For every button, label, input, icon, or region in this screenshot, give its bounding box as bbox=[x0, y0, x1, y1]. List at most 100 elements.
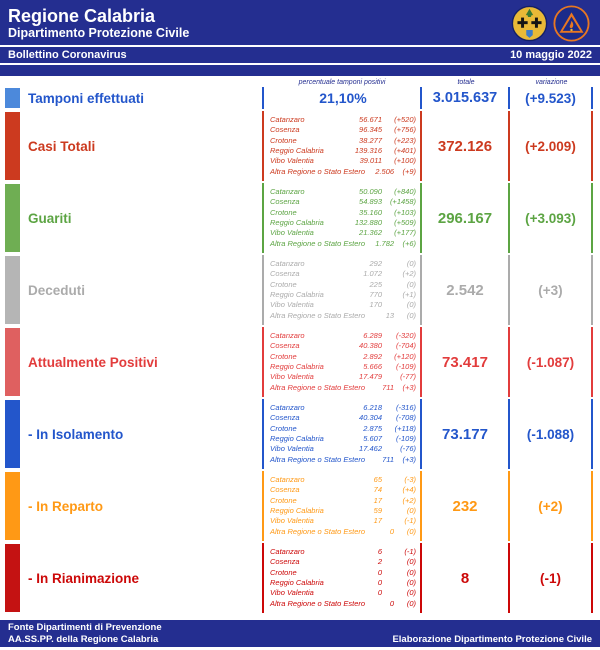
province-value: 1.782 bbox=[375, 238, 395, 248]
province-delta: (0) bbox=[406, 258, 416, 268]
province-name: Crotone bbox=[270, 423, 297, 433]
province-name: Catanzaro bbox=[270, 258, 305, 268]
data-section: Deceduti Catanzaro 292 (0) Cosenza 1.072… bbox=[0, 255, 600, 325]
data-section: Guariti Catanzaro 50.090 (+840) Cosenza … bbox=[0, 183, 600, 253]
province-value: 1.072 bbox=[363, 269, 382, 279]
province-delta: (+3) bbox=[402, 454, 416, 464]
province-value: 13 bbox=[385, 310, 395, 320]
footer-source: Fonte Dipartimenti di Prevenzione AA.SS.… bbox=[8, 622, 162, 645]
section-variation-value: (+3.093) bbox=[525, 210, 576, 226]
province-delta: (0) bbox=[406, 578, 416, 587]
province-name: Catanzaro bbox=[270, 186, 305, 196]
province-row: Cosenza 96.345 (+756) bbox=[270, 125, 416, 135]
province-row: Cosenza 1.072 (+2) bbox=[270, 269, 416, 279]
province-name: Crotone bbox=[270, 495, 297, 505]
province-name: Reggio Calabria bbox=[270, 506, 324, 515]
province-delta: (-708) bbox=[395, 413, 416, 423]
province-value: 39.011 bbox=[359, 156, 382, 166]
province-value: 6.218 bbox=[363, 402, 382, 412]
province-delta: (0) bbox=[406, 506, 416, 515]
section-variation-cell: (-1.087) bbox=[510, 327, 593, 397]
province-row: Catanzaro 292 (0) bbox=[270, 259, 416, 269]
section-label-cell: - In Rianimazione bbox=[0, 543, 262, 613]
tamponi-variation-value: (+9.523) bbox=[525, 90, 576, 106]
province-delta: (-76) bbox=[400, 444, 416, 454]
province-row: Cosenza 2 (0) bbox=[270, 557, 416, 567]
section-label: Casi Totali bbox=[28, 138, 96, 154]
section-variation-value: (-1) bbox=[540, 570, 561, 586]
column-header-total: totale bbox=[457, 78, 475, 86]
province-delta: (+120) bbox=[394, 351, 416, 361]
section-province-breakdown: Catanzaro 6.218 (-316) Cosenza 40.304 (-… bbox=[262, 399, 422, 469]
province-delta: (-316) bbox=[395, 402, 416, 412]
province-delta: (+4) bbox=[402, 485, 416, 495]
tamponi-variation-cell: (+9.523) bbox=[510, 87, 593, 109]
province-row: Reggio Calabria 59 (0) bbox=[270, 506, 416, 516]
section-label-cell: Attualmente Positivi bbox=[0, 327, 262, 397]
province-row: Vibo Valentia 0 (0) bbox=[270, 588, 416, 598]
province-name: Vibo Valentia bbox=[270, 588, 314, 598]
divider bbox=[0, 63, 600, 65]
province-value: 2 bbox=[377, 557, 382, 567]
province-delta: (-109) bbox=[395, 434, 416, 443]
section-variation-cell: (+2.009) bbox=[510, 111, 593, 181]
section-total-value: 8 bbox=[460, 569, 470, 587]
province-row: Crotone 2.892 (+120) bbox=[270, 352, 416, 362]
province-row: Reggio Calabria 5.607 (-109) bbox=[270, 434, 416, 444]
section-color-bar bbox=[5, 400, 20, 468]
tamponi-total-cell: 3.015.637 bbox=[422, 87, 510, 109]
province-delta: (+223) bbox=[394, 135, 416, 145]
province-delta: (0) bbox=[406, 279, 416, 289]
section-total-value: 372.126 bbox=[437, 137, 493, 155]
bulletin-bar: Bollettino Coronavirus 10 maggio 2022 bbox=[0, 47, 600, 63]
province-value: 65 bbox=[373, 474, 382, 484]
tamponi-total-value: 3.015.637 bbox=[432, 90, 498, 106]
section-label-cell: - In Isolamento bbox=[0, 399, 262, 469]
section-color-bar bbox=[5, 472, 20, 540]
province-row: Reggio Calabria 139.316 (+401) bbox=[270, 146, 416, 156]
province-name: Cosenza bbox=[270, 557, 300, 567]
province-delta: (0) bbox=[406, 557, 416, 567]
province-value: 711 bbox=[382, 382, 395, 392]
province-name: Cosenza bbox=[270, 341, 300, 351]
section-variation-value: (-1.087) bbox=[526, 354, 575, 370]
province-name: Reggio Calabria bbox=[270, 146, 324, 155]
tamponi-color-bar bbox=[5, 88, 20, 108]
province-value: 6 bbox=[377, 546, 382, 556]
province-value: 17.479 bbox=[359, 372, 382, 382]
header-logos bbox=[511, 5, 592, 42]
province-value: 17 bbox=[373, 516, 382, 526]
province-value: 0 bbox=[377, 578, 382, 587]
province-value: 132.880 bbox=[354, 218, 382, 227]
province-value: 40.304 bbox=[359, 413, 382, 423]
tamponi-percent-cell: 21,10% bbox=[262, 87, 422, 109]
province-row: Altra Regione o Stato Estero 13 (0) bbox=[270, 311, 416, 321]
tamponi-label: Tamponi effettuati bbox=[28, 90, 144, 106]
section-total-cell: 8 bbox=[422, 543, 510, 613]
province-value: 5.607 bbox=[363, 434, 382, 443]
sections: Casi Totali Catanzaro 56.671 (+520) Cose… bbox=[0, 111, 600, 613]
data-section: Casi Totali Catanzaro 56.671 (+520) Cose… bbox=[0, 111, 600, 181]
province-name: Altra Regione o Stato Estero bbox=[270, 238, 366, 248]
province-row: Vibo Valentia 17 (-1) bbox=[270, 516, 416, 526]
province-delta: (+520) bbox=[394, 114, 416, 124]
province-delta: (-77) bbox=[400, 372, 416, 382]
header-titles: Regione Calabria Dipartimento Protezione… bbox=[8, 6, 189, 41]
province-delta: (-1) bbox=[404, 546, 416, 556]
province-name: Altra Regione o Stato Estero bbox=[270, 310, 366, 320]
section-province-breakdown: Catanzaro 50.090 (+840) Cosenza 54.893 (… bbox=[262, 183, 422, 253]
province-value: 56.671 bbox=[359, 114, 382, 124]
page-title: Regione Calabria bbox=[8, 6, 156, 26]
province-row: Crotone 225 (0) bbox=[270, 280, 416, 290]
section-variation-value: (+3) bbox=[538, 282, 563, 298]
section-label: Attualmente Positivi bbox=[28, 354, 158, 370]
province-delta: (+6) bbox=[402, 238, 416, 248]
column-header-percent: percentuale tamponi positivi bbox=[298, 78, 386, 86]
province-value: 139.316 bbox=[354, 146, 382, 155]
province-value: 35.160 bbox=[359, 207, 382, 217]
province-row: Catanzaro 6.289 (-320) bbox=[270, 331, 416, 341]
province-delta: (+100) bbox=[394, 156, 416, 166]
bulletin-title: Bollettino Coronavirus bbox=[8, 49, 127, 61]
province-row: Cosenza 54.893 (+1458) bbox=[270, 197, 416, 207]
province-name: Cosenza bbox=[270, 197, 300, 207]
